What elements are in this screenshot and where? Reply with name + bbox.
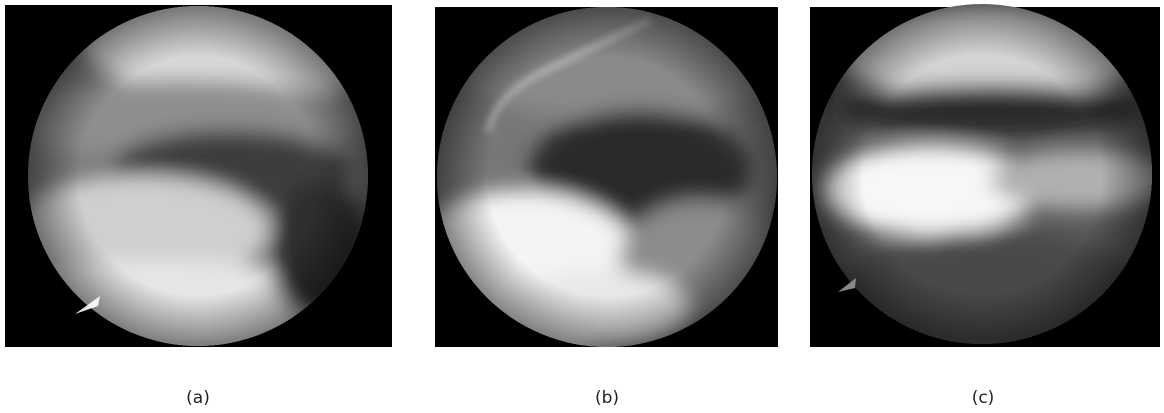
image-panel [800,0,1164,360]
panel-label: (b) [595,388,619,408]
image-panel [390,0,790,370]
panel-label: (a) [186,388,210,408]
image-panel [0,0,420,360]
figure: (a) (b) (c) [0,0,1164,413]
panel-label: (c) [972,388,995,408]
